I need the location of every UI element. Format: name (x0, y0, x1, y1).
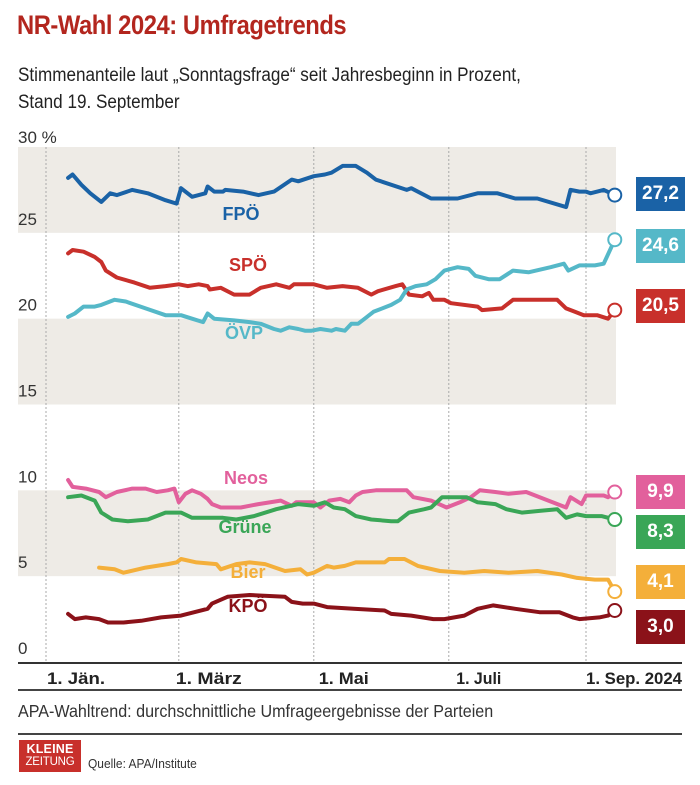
final-value-neos: 9,9 (636, 475, 685, 509)
final-value-övp: 24,6 (636, 229, 685, 263)
x-tick-label: 1. März (176, 669, 242, 688)
series-end-markers (607, 187, 623, 618)
end-marker-neos (607, 484, 623, 500)
subtitle-line-1: Stimmenanteile laut „Sonntagsfrage“ seit… (18, 65, 521, 86)
final-value-kpö: 3,0 (636, 610, 685, 644)
series-line-spö (66, 248, 617, 321)
end-marker-bier (607, 584, 623, 600)
x-gridlines (45, 147, 587, 662)
series-label-grüne: Grüne (218, 517, 271, 537)
y-tick-label: 15 (18, 382, 37, 401)
end-marker-spö (607, 302, 623, 318)
series-label-övp: ÖVP (225, 323, 263, 343)
shaded-band (18, 318, 616, 405)
subtitle-line-2: Stand 19. September (18, 92, 180, 113)
series-line-fpö (66, 163, 617, 210)
y-tick-label: 25 (18, 210, 37, 229)
source-note: Quelle: APA/Institute (88, 756, 197, 771)
final-value-bier: 4,1 (636, 565, 685, 599)
x-tick-label: 1. Sep. 2024 (586, 669, 683, 688)
series-lines (66, 163, 617, 625)
series-label-bier: Bier (230, 562, 265, 582)
x-tick-label: 1. Mai (319, 669, 369, 688)
series-label-spö: SPÖ (229, 255, 267, 275)
chart-note: APA-Wahltrend: durchschnittliche Umfrage… (18, 701, 494, 721)
x-tick-label: 1. Jän. (47, 669, 105, 688)
final-value-fpö: 27,2 (636, 177, 685, 211)
y-tick-label: 20 (18, 296, 37, 315)
divider-bottom (18, 733, 682, 735)
x-axis-tick-labels: 1. Jän. 1. März 1. Mai 1. Juli 1. Sep. 2024 (47, 669, 683, 688)
final-value-grüne: 8,3 (636, 515, 685, 549)
shaded-band (18, 147, 616, 233)
series-label-kpö: KPÖ (228, 596, 267, 616)
logo-line-2: ZEITUNG (25, 756, 75, 768)
y-axis-tick-labels: 0 5 10 15 20 25 30 % (18, 128, 57, 658)
series-line-övp (66, 237, 617, 333)
y-tick-label: 30 % (18, 128, 57, 147)
series-line-grüne (66, 493, 617, 524)
end-marker-fpö (607, 187, 623, 203)
series-inline-labels: FPÖ SPÖ ÖVP Neos Grüne Bier KPÖ (218, 204, 271, 616)
y-tick-label: 0 (18, 639, 27, 658)
end-marker-övp (607, 232, 623, 248)
series-label-fpö: FPÖ (222, 204, 259, 224)
y-tick-label: 5 (18, 553, 27, 572)
end-marker-kpö (607, 603, 623, 618)
series-label-neos: Neos (224, 468, 268, 488)
y-tick-label: 10 (18, 467, 37, 486)
divider-top (18, 689, 682, 691)
chart-title: NR-Wahl 2024: Umfragetrends (17, 10, 347, 40)
end-marker-grüne (607, 512, 623, 528)
x-tick-label: 1. Juli (456, 669, 501, 688)
line-chart: 0 5 10 15 20 25 30 % 1. Jän. 1. März 1. Mai 1. Ju… (18, 128, 683, 688)
final-value-spö: 20,5 (636, 289, 685, 323)
series-line-bier (97, 557, 617, 594)
chart-subtitle: Stimmenanteile laut „Sonntagsfrage“ seit… (18, 62, 666, 116)
series-line-kpö (66, 593, 617, 625)
kleine-zeitung-logo: KLEINE ZEITUNG (19, 740, 81, 772)
logo-line-1: KLEINE (26, 742, 74, 756)
